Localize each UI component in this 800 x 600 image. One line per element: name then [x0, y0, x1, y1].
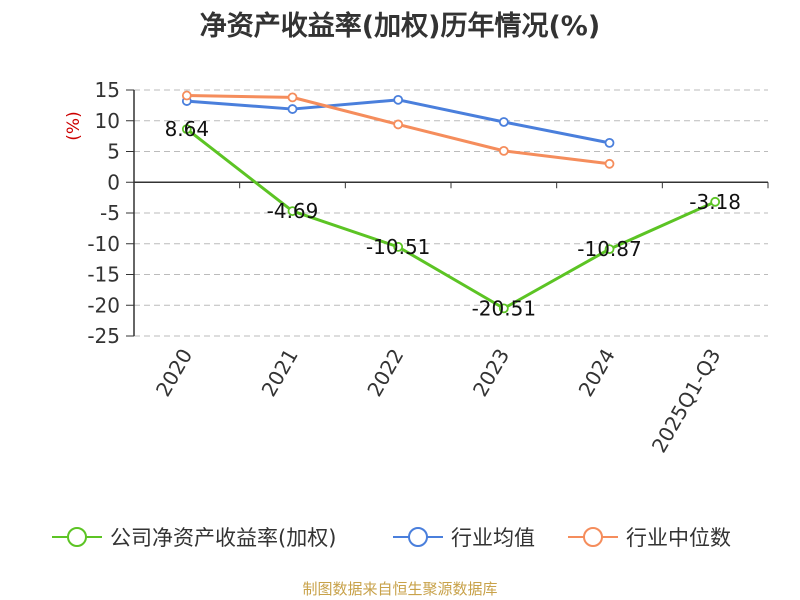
- source-note: 制图数据来自恒生聚源数据库: [302, 580, 498, 598]
- series-line: [185, 127, 716, 310]
- data-point: [604, 137, 615, 148]
- chart-title: 净资产收益率(加权)历年情况(%): [199, 11, 601, 42]
- data-point: [604, 158, 615, 169]
- y-tick-label: -25: [87, 324, 120, 348]
- data-labels: 8.64 -4.69 -10.51 -20.51 -10.87 -3.18: [165, 117, 741, 320]
- legend-label: 行业均值: [451, 526, 535, 550]
- legend: 公司净资产收益率(加权) 行业均值 行业中位数: [52, 526, 731, 550]
- data-point: [498, 145, 509, 156]
- legend-item: 公司净资产收益率(加权): [52, 526, 336, 550]
- data-point: [393, 119, 404, 130]
- y-tick-label: 0: [107, 170, 120, 194]
- y-tick-label: 15: [95, 78, 120, 102]
- legend-swatch-marker: [408, 527, 428, 547]
- x-tick-label: 2025Q1-Q3: [647, 345, 726, 457]
- legend-label: 公司净资产收益率(加权): [110, 526, 336, 550]
- data-label: -20.51: [472, 296, 536, 320]
- series-group: [181, 90, 721, 314]
- data-point: [287, 206, 298, 216]
- data-label: -4.69: [267, 199, 319, 223]
- data-label: 8.64: [165, 117, 210, 141]
- legend-label: 行业中位数: [626, 526, 731, 550]
- y-tick-label: 5: [107, 140, 120, 164]
- data-point: [604, 244, 615, 255]
- data-point: [393, 94, 404, 105]
- legend-swatch-marker: [583, 527, 603, 547]
- y-tick-label: -10: [87, 232, 120, 256]
- x-tick-label: 2021: [257, 345, 303, 401]
- data-point: [287, 92, 298, 103]
- y-tick-label: -20: [87, 293, 120, 317]
- y-tick-label: 10: [95, 109, 120, 133]
- x-axis-ticks: 2020 2021 2022 2023 2024 2025Q1-Q3: [151, 345, 726, 457]
- x-tick-label: 2022: [362, 345, 408, 401]
- data-point: [287, 104, 298, 114]
- y-axis-label: (%): [64, 111, 84, 140]
- y-axis-ticks: 15 10 5 0 -5 -10 -15 -20 -25: [87, 78, 120, 348]
- axes: [126, 89, 769, 337]
- data-point: [393, 241, 404, 252]
- x-tick-label: 2023: [468, 345, 514, 401]
- data-label: -3.18: [689, 190, 741, 214]
- legend-item: 行业均值: [393, 526, 535, 550]
- data-point: [498, 117, 509, 127]
- x-tick-label: 2024: [574, 345, 620, 401]
- y-tick-label: -5: [100, 201, 120, 225]
- data-point: [710, 196, 721, 207]
- legend-item: 行业中位数: [568, 526, 731, 550]
- legend-swatch-marker: [67, 527, 87, 547]
- data-point: [181, 90, 192, 101]
- data-point: [498, 303, 509, 314]
- data-label: -10.51: [366, 235, 430, 259]
- y-tick-label: -15: [87, 263, 120, 287]
- x-tick-label: 2020: [151, 345, 197, 401]
- data-point: [181, 124, 192, 135]
- grid-lines: [134, 89, 768, 337]
- data-label: -10.87: [577, 237, 641, 261]
